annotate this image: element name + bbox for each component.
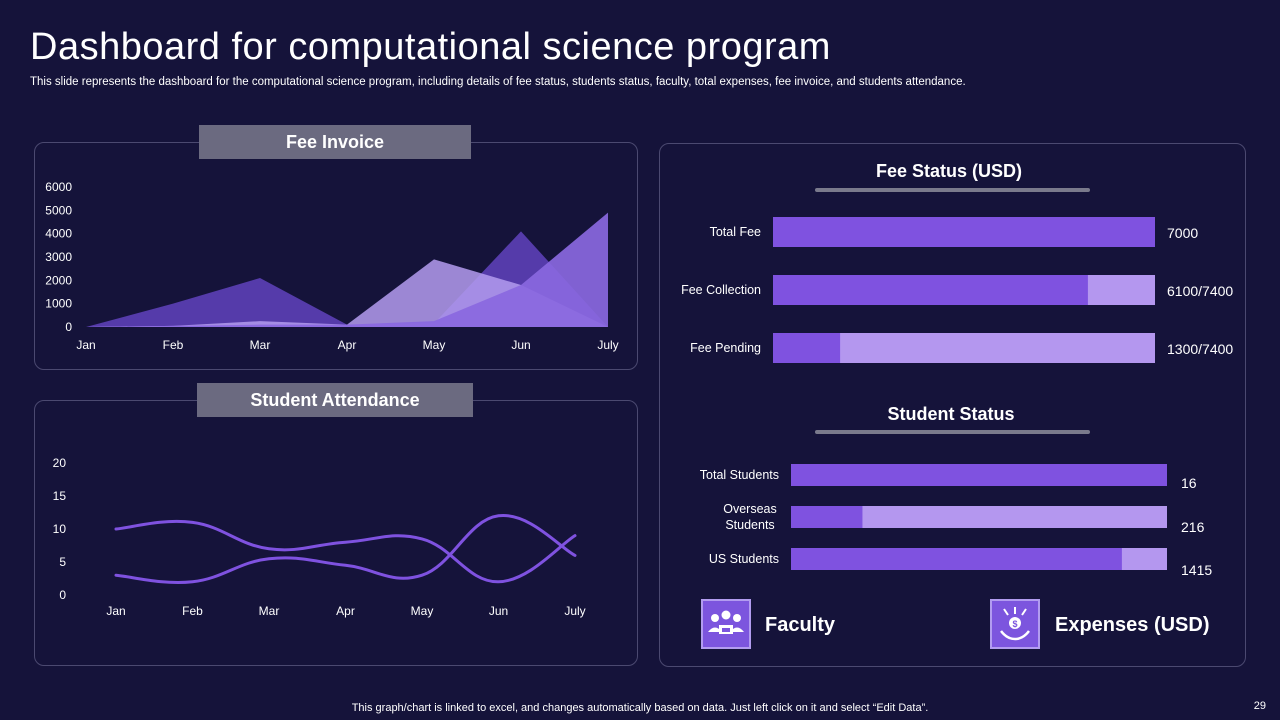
- fee-invoice-header: Fee Invoice: [199, 125, 471, 159]
- attendance-x-tick: Jan: [106, 604, 125, 618]
- fee-status-category-label: Fee Pending: [690, 341, 761, 355]
- fee-invoice-y-tick: 1000: [45, 297, 72, 311]
- fee-status-category-label: Total Fee: [710, 225, 761, 239]
- fee-status-underline: [815, 188, 1090, 192]
- fee-invoice-y-tick: 0: [65, 320, 72, 334]
- student-status-bar: [791, 464, 1167, 486]
- fee-invoice-x-tick: Jun: [511, 338, 530, 352]
- fee-invoice-x-tick: Feb: [163, 338, 184, 352]
- student-status-category-label: Total Students: [700, 468, 779, 482]
- page-number: 29: [1253, 700, 1266, 712]
- fee-invoice-area-series-3: [86, 212, 608, 327]
- fee-status-bar: [773, 333, 841, 363]
- fee-invoice-x-tick: Apr: [338, 338, 357, 352]
- student-status-value-label: 16: [1181, 475, 1197, 491]
- fee-invoice-y-tick: 6000: [45, 180, 72, 194]
- fee-status-bar: [773, 217, 1155, 247]
- fee-invoice-x-tick: Mar: [250, 338, 271, 352]
- student-status-bar: [791, 548, 1122, 570]
- student-status-value-label: 216: [1181, 519, 1205, 535]
- attendance-y-tick: 5: [59, 555, 66, 569]
- student-status-category-label: US Students: [709, 552, 779, 566]
- fee-status-value-label: 7000: [1167, 225, 1198, 241]
- faculty-icon-glyph: [708, 610, 744, 634]
- expenses-label: Expenses (USD): [1055, 614, 1210, 636]
- attendance-x-tick: Feb: [182, 604, 203, 618]
- page-subtitle: This slide represents the dashboard for …: [30, 76, 966, 88]
- attendance-y-tick: 0: [59, 588, 66, 602]
- expenses-icon-glyph: $: [1000, 607, 1030, 641]
- fee-status-category-label: Fee Collection: [681, 283, 761, 297]
- status-panel: [659, 143, 1246, 667]
- fee-status-bar: [773, 275, 1088, 305]
- svg-text:$: $: [1012, 619, 1017, 629]
- attendance-y-tick: 20: [53, 456, 67, 470]
- attendance-line-series-1: [114, 519, 577, 584]
- fee-invoice-y-tick: 3000: [45, 250, 72, 264]
- student-status-bar: [791, 506, 863, 528]
- student-status-bar-track: [791, 506, 1167, 528]
- fee-invoice-y-tick: 4000: [45, 227, 72, 241]
- student-status-underline: [815, 430, 1090, 434]
- attendance-x-tick: May: [411, 604, 434, 618]
- fee-invoice-y-tick: 2000: [45, 273, 72, 287]
- fee-invoice-x-tick: May: [423, 338, 446, 352]
- attendance-x-tick: Jun: [489, 604, 508, 618]
- fee-invoice-x-tick: Jan: [76, 338, 95, 352]
- student-status-category-label: Overseas: [723, 502, 777, 516]
- attendance-line-series-2: [114, 514, 577, 584]
- page-title: Dashboard for computational science prog…: [30, 26, 831, 68]
- attendance-y-tick: 15: [53, 489, 67, 503]
- faculty-label: Faculty: [765, 614, 836, 636]
- expenses-icon[interactable]: $: [990, 599, 1040, 649]
- fee-status-value-label: 1300/7400: [1167, 341, 1233, 357]
- student-status-title: Student Status: [887, 404, 1015, 424]
- attendance-x-tick: July: [564, 604, 585, 618]
- fee-invoice-y-tick: 5000: [45, 203, 72, 217]
- student-status-value-label: 1415: [1181, 562, 1212, 578]
- fee-status-title: Fee Status (USD): [875, 161, 1023, 181]
- attendance-y-tick: 10: [53, 522, 67, 536]
- student-status-category-label: Students: [725, 518, 774, 532]
- fee-status-value-label: 6100/7400: [1167, 283, 1233, 299]
- footer-note: This graph/chart is linked to excel, and…: [351, 702, 929, 714]
- attendance-x-tick: Mar: [259, 604, 280, 618]
- attendance-x-tick: Apr: [336, 604, 355, 618]
- fee-invoice-x-tick: July: [597, 338, 618, 352]
- faculty-icon[interactable]: [701, 599, 751, 649]
- student-attendance-header: Student Attendance: [197, 383, 473, 417]
